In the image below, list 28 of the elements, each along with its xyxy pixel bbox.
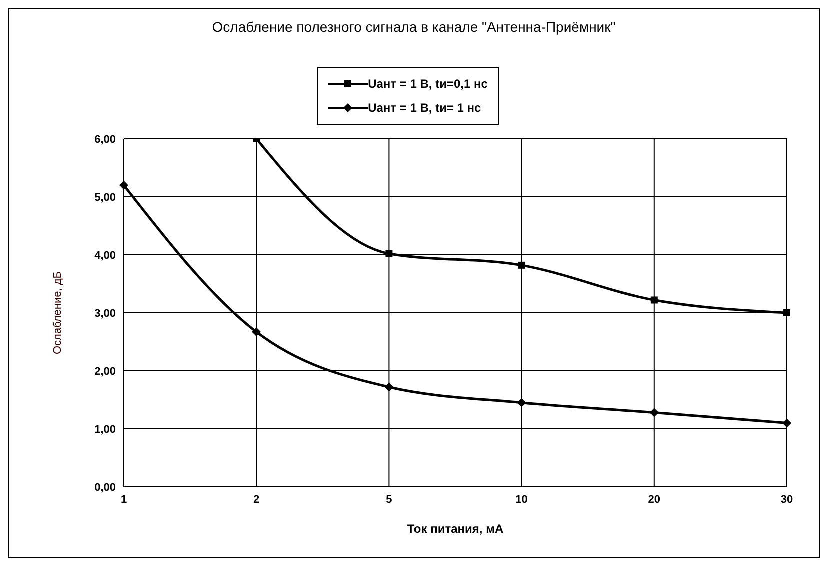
point — [517, 398, 526, 408]
y-tick-label: 1,00 — [94, 424, 116, 436]
y-tick-label: 3,00 — [94, 308, 116, 320]
legend-label: Uант = 1 В, tи=0,1 нс — [368, 77, 488, 91]
x-axis-title: Ток питания, мА — [407, 522, 504, 536]
y-tick-label: 0,00 — [94, 482, 116, 494]
y-tick-label: 4,00 — [94, 250, 116, 262]
point — [518, 262, 526, 269]
y-axis-title: Ослабление, дБ — [52, 271, 64, 355]
point — [384, 382, 394, 392]
chart-title: Ослабление полезного сигнала в канале "Антенна-Приёмник" — [211, 19, 617, 35]
y-tick-label: 2,00 — [94, 366, 116, 378]
point — [650, 408, 659, 418]
x-tick-label: 1 — [120, 494, 128, 506]
point — [782, 418, 792, 428]
y-tick-label: 6,00 — [94, 134, 116, 146]
point — [784, 310, 790, 316]
point — [386, 250, 393, 258]
point — [252, 328, 262, 337]
x-tick-label: 20 — [648, 494, 661, 506]
point — [120, 180, 128, 190]
x-tick-label: 5 — [386, 494, 392, 506]
x-tick-label: 2 — [254, 494, 260, 506]
point — [650, 296, 658, 304]
x-tick-label: 10 — [516, 494, 528, 506]
y-tick-label: 5,00 — [94, 192, 116, 204]
x-tick-label: 30 — [780, 494, 794, 506]
legend-label: Uант = 1 В, tи= 1 нс — [368, 101, 482, 115]
